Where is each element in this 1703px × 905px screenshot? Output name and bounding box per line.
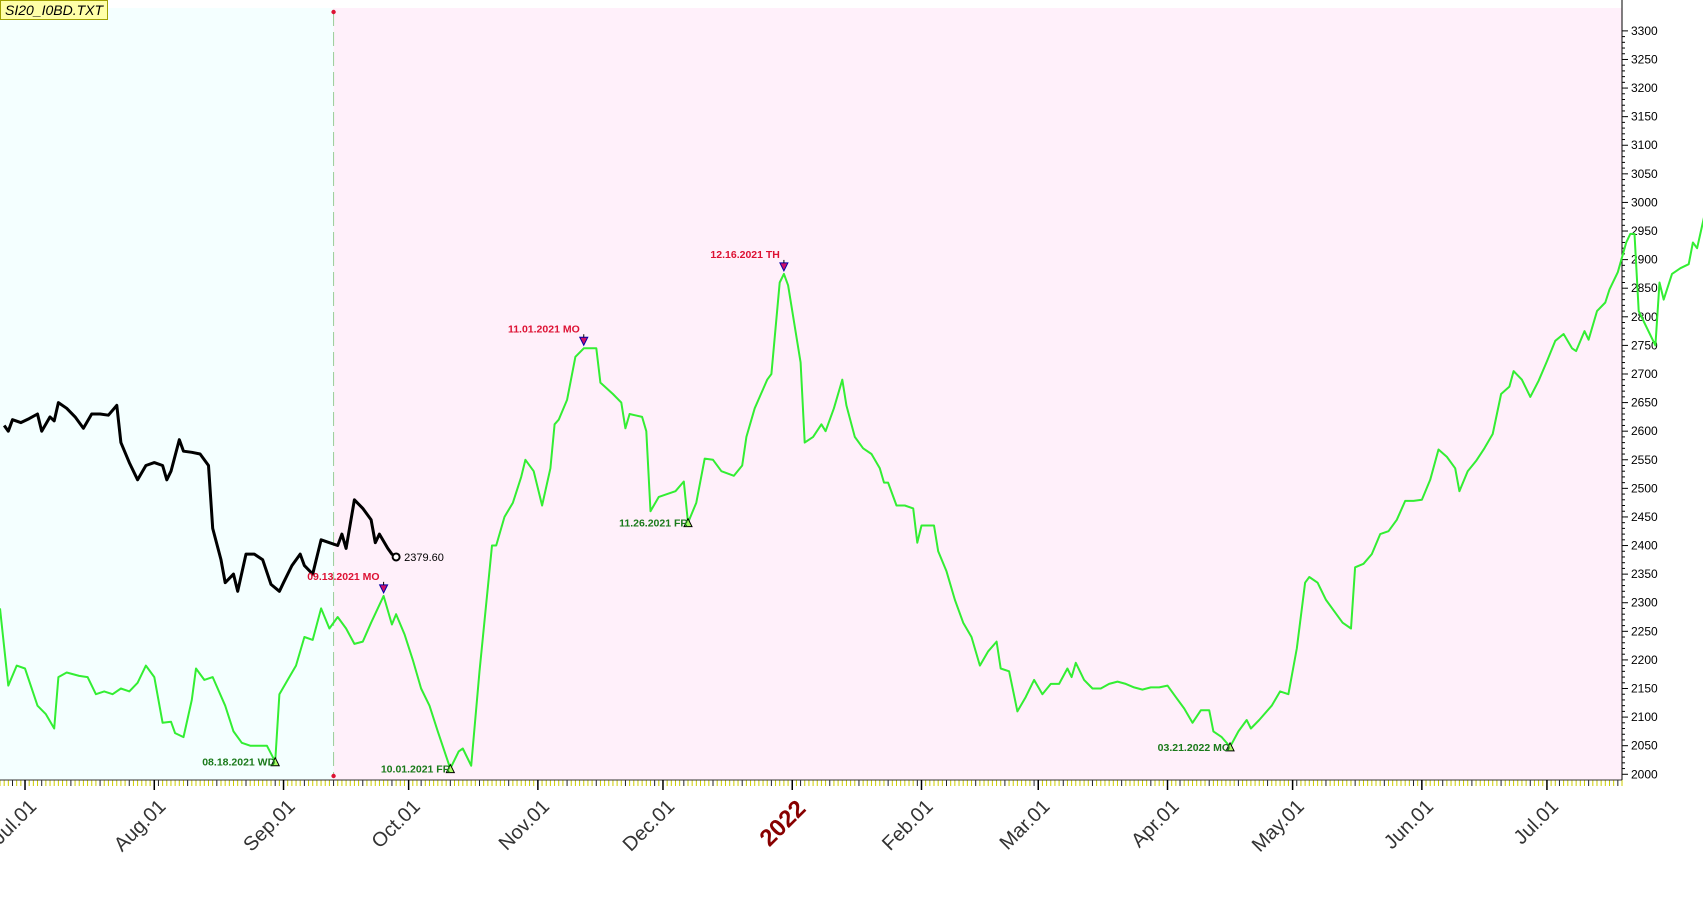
peak-label: 09.13.2021 MO <box>307 571 379 583</box>
y-tick-label: 3100 <box>1631 138 1658 152</box>
history-background <box>0 8 334 780</box>
x-tick-label: Jul.01 <box>0 796 41 849</box>
y-tick-label: 3250 <box>1631 52 1658 66</box>
x-tick-label: Jul.01 <box>1510 796 1563 849</box>
y-tick-label: 2200 <box>1631 653 1658 667</box>
y-tick-label: 2500 <box>1631 481 1658 495</box>
y-axis: 2000 2050 2100 2150 2200 2250 2300 2350 2400 2450… <box>1621 0 1658 781</box>
y-tick-label: 2900 <box>1631 253 1658 267</box>
y-tick-label: 2450 <box>1631 510 1658 524</box>
x-tick-label: Aug.01 <box>110 796 170 856</box>
y-tick-label: 2100 <box>1631 710 1658 724</box>
x-tick-label: Jun.01 <box>1380 796 1438 854</box>
y-tick-label: 2550 <box>1631 453 1658 467</box>
y-tick-label: 3300 <box>1631 24 1658 38</box>
x-axis-minor-ticks <box>0 779 1623 786</box>
y-tick-label: 3050 <box>1631 167 1658 181</box>
y-tick-label: 2350 <box>1631 567 1658 581</box>
x-tick-label: Dec.01 <box>619 796 679 856</box>
divider-bottom-marker <box>331 773 336 779</box>
x-tick-label: Nov.01 <box>495 796 554 855</box>
y-tick-label: 3200 <box>1631 81 1658 95</box>
peak-label: 11.01.2021 MO <box>508 323 580 335</box>
y-tick-label: 2400 <box>1631 539 1658 553</box>
x-tick-label: 2022 <box>755 795 812 852</box>
y-tick-label: 2000 <box>1631 767 1658 781</box>
x-tick-label: Oct.01 <box>368 796 425 853</box>
y-tick-label: 2300 <box>1631 596 1658 610</box>
peak-marker-icon <box>378 584 389 594</box>
y-tick-label: 3150 <box>1631 110 1658 124</box>
y-tick-label: 2650 <box>1631 396 1658 410</box>
x-axis-ticks: Jul.01 Aug.01 Sep.01 Oct.01 Nov.01 Dec.01 2022… <box>0 780 1563 856</box>
trough-label: 08.18.2021 WD <box>202 757 275 769</box>
y-tick-label: 2150 <box>1631 682 1658 696</box>
last-price-label: 2379.60 <box>404 552 444 564</box>
x-tick-label: Sep.01 <box>239 796 299 856</box>
y-tick-label: 2250 <box>1631 624 1658 638</box>
trough-label: 11.26.2021 FR <box>619 518 688 530</box>
x-tick-label: Mar.01 <box>996 796 1055 855</box>
x-tick-label: Apr.01 <box>1127 796 1183 852</box>
y-tick-label: 2050 <box>1631 739 1658 753</box>
peak-label: 12.16.2021 TH <box>710 249 779 261</box>
forecast-background <box>333 8 1623 780</box>
x-tick-label: Feb.01 <box>878 796 938 856</box>
x-tick-label: May.01 <box>1248 796 1309 857</box>
last-price-marker <box>391 552 401 562</box>
y-tick-label: 3000 <box>1631 195 1658 209</box>
y-tick-label: 2850 <box>1631 281 1658 295</box>
peak-marker-icon <box>578 336 589 347</box>
y-tick-label: 2600 <box>1631 424 1658 438</box>
y-tick-label: 2700 <box>1631 367 1658 381</box>
file-name-label: SI20_I0BD.TXT <box>0 0 109 20</box>
series-layer: 2379.60 <box>0 217 1703 770</box>
y-tick-label: 2750 <box>1631 338 1658 352</box>
annotations-layer: 08.18.2021 WD 09.13.2021 MO 10.01.2021 FR 1… <box>202 249 1235 776</box>
price-line <box>2 401 397 593</box>
trough-label: 10.01.2021 FR <box>381 764 451 776</box>
divider-top-marker <box>331 9 336 15</box>
trough-label: 03.21.2022 MO <box>1158 742 1230 754</box>
trough-marker-icon <box>445 763 456 774</box>
trough-marker-icon <box>270 756 281 767</box>
trough-marker-icon <box>683 517 693 528</box>
trough-marker-icon <box>1225 741 1235 752</box>
y-tick-label: 2950 <box>1631 224 1658 238</box>
forecast-line <box>0 217 1703 770</box>
y-tick-label: 2800 <box>1631 310 1658 324</box>
